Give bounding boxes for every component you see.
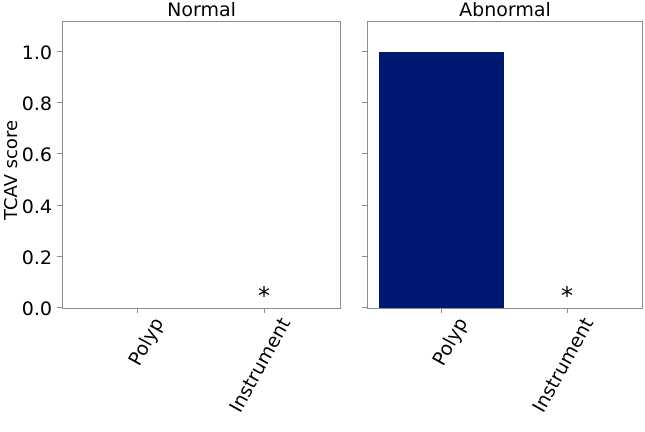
y-tick-mark [57,51,62,52]
x-tick-mark [137,309,138,313]
y-tick-label: 1.0 [21,42,52,64]
y-tick-mark [57,153,62,155]
plot-area-abnormal [362,21,643,313]
panel-title-normal: Normal [167,0,236,21]
y-tick-label: 0.2 [21,247,52,269]
x-tick-mark [441,309,442,313]
significance-asterisk: * [258,282,270,310]
x-category-label-polyp: Polyp [124,314,169,370]
y-tick-mark [362,307,367,308]
plot-area-normal [57,21,341,313]
y-tick-label: 0.6 [21,144,52,166]
y-tick-mark [362,204,367,206]
y-tick-label: 0.0 [21,298,52,320]
panel-title-abnormal: Abnormal [459,0,551,21]
bar-abnormal-polyp [379,52,504,308]
y-tick-mark [57,102,62,104]
y-tick-mark [57,204,62,206]
y-tick-mark [57,307,62,308]
y-tick-label: 0.4 [21,196,52,218]
y-tick-mark [362,255,367,257]
y-tick-mark [362,153,367,155]
x-category-label-instrument: Instrument [528,314,599,417]
y-tick-mark [362,102,367,104]
y-tick-mark [362,51,367,52]
y-tick-mark [57,255,62,257]
x-tick-mark [264,309,265,313]
x-category-label-instrument: Instrument [225,314,296,417]
y-tick-label: 0.8 [21,93,52,115]
significance-asterisk: * [561,282,573,310]
x-tick-mark [567,309,568,313]
x-category-label-polyp: Polyp [428,314,473,370]
